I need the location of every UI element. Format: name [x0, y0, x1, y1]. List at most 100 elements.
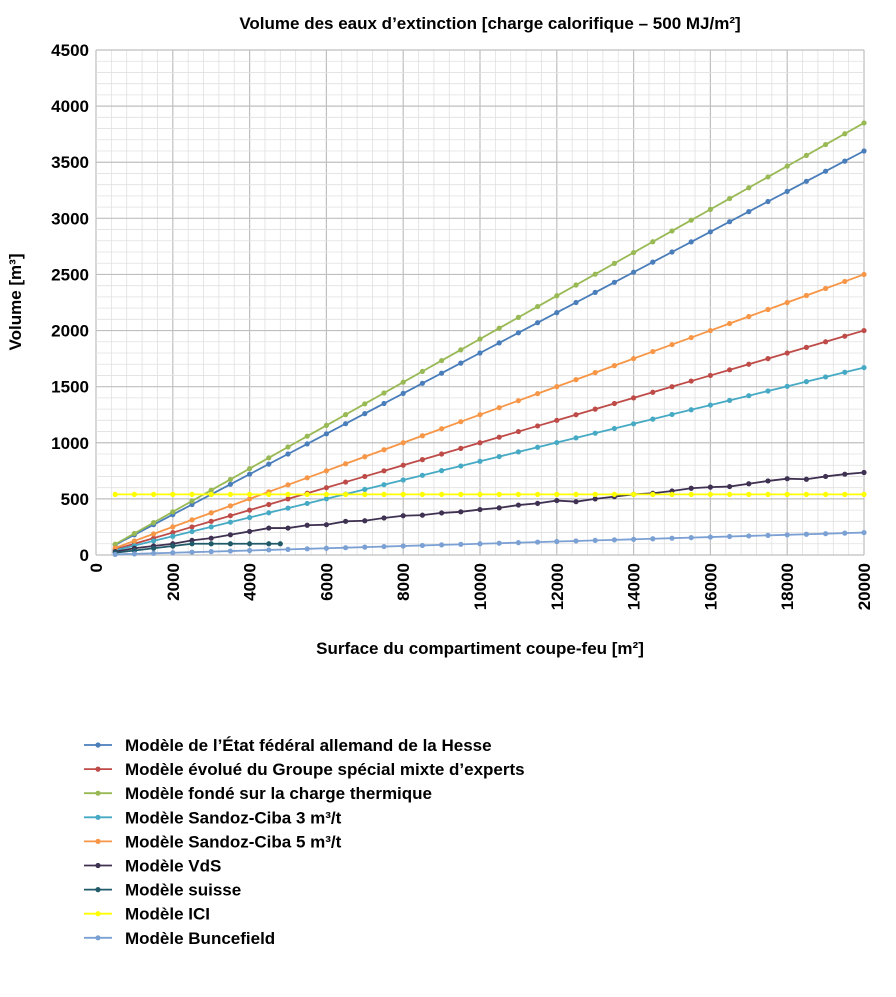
- data-point: [381, 447, 387, 453]
- data-point: [285, 496, 291, 502]
- data-point: [208, 510, 214, 516]
- data-point: [592, 271, 598, 277]
- data-point: [592, 491, 598, 497]
- data-point: [707, 327, 714, 334]
- data-point: [861, 120, 867, 126]
- data-point: [131, 538, 137, 544]
- data-point: [573, 282, 579, 288]
- data-point: [842, 131, 848, 137]
- series-5: [112, 271, 867, 551]
- x-tick-label: 8000: [394, 563, 413, 601]
- data-point: [266, 547, 272, 553]
- data-point: [400, 543, 406, 549]
- data-point: [381, 390, 387, 396]
- data-point: [362, 454, 368, 460]
- data-point: [266, 525, 272, 531]
- data-point: [304, 475, 310, 481]
- data-point: [112, 491, 118, 497]
- data-point: [439, 370, 445, 376]
- data-point: [343, 421, 349, 427]
- data-point: [650, 259, 656, 265]
- data-point: [688, 239, 694, 245]
- data-point: [688, 535, 694, 541]
- legend-label: Modèle ICI: [125, 905, 210, 924]
- data-point: [400, 513, 406, 519]
- data-point: [131, 491, 137, 497]
- data-point: [400, 379, 406, 385]
- data-point: [285, 444, 291, 450]
- data-point: [823, 473, 829, 480]
- x-tick-label: 18000: [778, 563, 797, 610]
- legend-item: Modèle évolué du Groupe spécial mixte d’…: [84, 760, 525, 779]
- data-point: [515, 314, 522, 320]
- data-point: [592, 430, 598, 436]
- data-point: [746, 361, 752, 367]
- data-point: [650, 389, 656, 395]
- data-point: [535, 303, 541, 310]
- data-point: [323, 496, 329, 502]
- data-point: [227, 541, 233, 547]
- data-point: [765, 491, 771, 497]
- data-point: [419, 457, 425, 463]
- legend-label: Modèle Sandoz-Ciba 3 m³/t: [125, 808, 342, 827]
- data-point: [650, 348, 656, 355]
- data-point: [573, 499, 579, 505]
- data-point: [765, 356, 771, 362]
- data-point: [535, 539, 541, 545]
- series-line: [114, 150, 865, 546]
- legend-swatch-marker: [95, 887, 101, 893]
- data-point: [669, 228, 675, 234]
- series-line: [114, 366, 865, 552]
- data-point: [400, 440, 406, 446]
- data-point: [592, 537, 598, 544]
- series-8: [112, 491, 867, 497]
- data-point: [842, 278, 848, 285]
- data-point: [189, 541, 195, 547]
- data-point: [151, 545, 157, 551]
- data-point: [189, 549, 195, 555]
- data-point: [323, 468, 329, 474]
- data-point: [669, 535, 675, 541]
- data-point: [458, 347, 464, 353]
- data-point: [170, 509, 176, 515]
- data-point: [707, 206, 714, 212]
- data-point: [592, 370, 598, 376]
- data-point: [515, 330, 522, 336]
- data-point: [861, 491, 867, 497]
- legend-swatch-marker: [95, 790, 101, 796]
- data-point: [803, 379, 810, 385]
- data-point: [227, 491, 233, 497]
- legend-swatch-marker: [95, 766, 101, 772]
- data-point: [496, 491, 502, 497]
- data-point: [266, 541, 272, 547]
- data-point: [496, 434, 502, 440]
- data-point: [496, 405, 502, 411]
- data-point: [727, 397, 733, 403]
- data-point: [400, 477, 406, 483]
- data-point: [554, 538, 560, 545]
- data-point: [535, 500, 541, 506]
- data-point: [515, 428, 522, 435]
- data-point: [496, 540, 502, 546]
- data-point: [554, 439, 560, 446]
- data-point: [151, 538, 157, 544]
- data-point: [515, 491, 522, 497]
- data-point: [362, 518, 368, 524]
- data-point: [227, 481, 233, 487]
- data-point: [688, 334, 694, 341]
- data-point: [419, 542, 425, 549]
- data-point: [746, 185, 752, 191]
- data-point: [688, 491, 694, 497]
- data-point: [419, 491, 425, 497]
- grid: [95, 49, 865, 556]
- data-point: [554, 491, 560, 497]
- data-point: [631, 395, 637, 401]
- data-point: [746, 393, 752, 399]
- data-point: [400, 462, 406, 468]
- data-point: [323, 522, 329, 528]
- data-point: [285, 491, 291, 497]
- series-4: [112, 364, 867, 553]
- legend-label: Modèle de l’État fédéral allemand de la …: [125, 736, 492, 755]
- data-point: [746, 481, 752, 487]
- data-point: [669, 491, 675, 497]
